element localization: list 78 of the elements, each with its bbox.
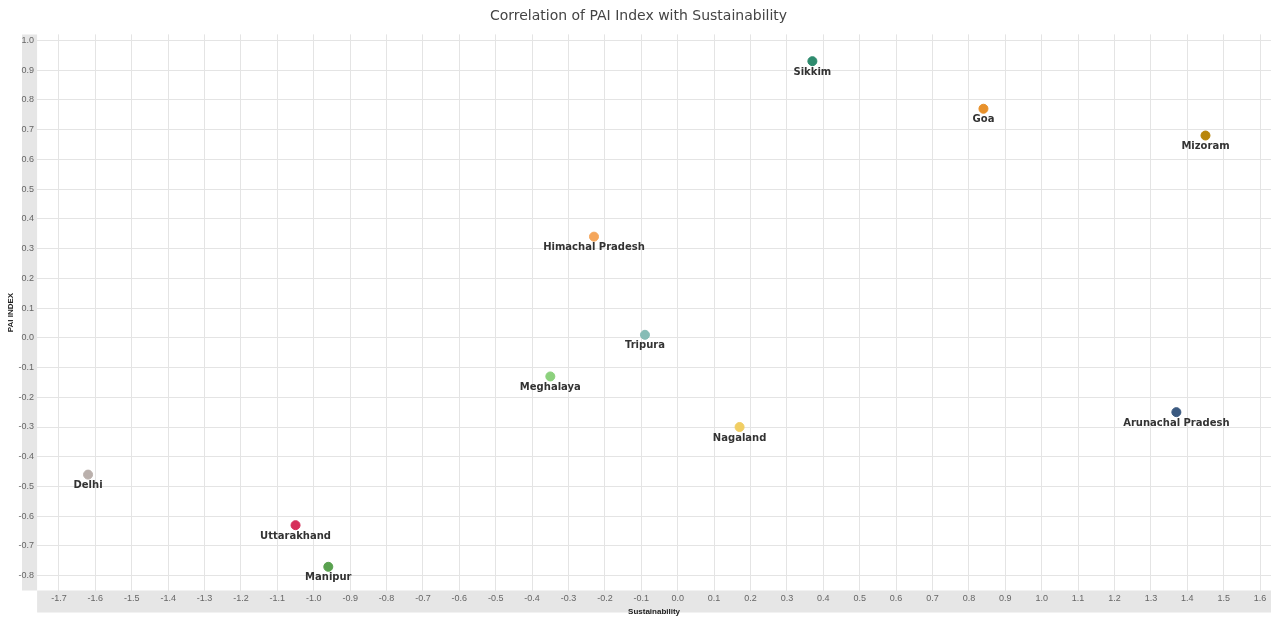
x-tick-label: -0.5 xyxy=(487,593,504,604)
x-tick-label: -0.6 xyxy=(451,593,468,604)
y-tick-label: 0.0 xyxy=(21,332,35,343)
series-label: Himachal Pradesh xyxy=(543,241,645,253)
y-tick-label: -0.8 xyxy=(18,570,35,581)
series-label: Goa xyxy=(972,113,995,125)
y-tick-label: 0.6 xyxy=(21,153,35,164)
series-label: Meghalaya xyxy=(519,381,581,393)
x-tick-label: 0.2 xyxy=(744,593,757,604)
series-label: Manipur xyxy=(305,571,352,583)
x-tick-label: -1.5 xyxy=(123,593,140,604)
point xyxy=(290,520,301,531)
x-tick-label: -0.4 xyxy=(524,593,540,604)
x-tick-label: -1.0 xyxy=(305,593,322,604)
x-tick-label: 1.1 xyxy=(1071,593,1085,604)
series-label: Arunachal Pradesh xyxy=(1123,416,1230,428)
series-label: Delhi xyxy=(73,479,103,491)
series-label: Sikkim xyxy=(793,65,832,77)
y-tick-label: 0.7 xyxy=(21,124,35,135)
x-tick-label: 0.6 xyxy=(889,593,903,604)
x-tick-label: 0.8 xyxy=(962,593,976,604)
point xyxy=(589,231,599,242)
x-tick-label: -1.6 xyxy=(87,593,104,604)
x-tick-label: -1.2 xyxy=(233,593,249,604)
point xyxy=(807,56,818,67)
x-tick-label: 0.3 xyxy=(780,593,794,604)
point xyxy=(545,371,556,382)
point xyxy=(978,103,989,114)
x-tick-label: 1.2 xyxy=(1108,593,1121,604)
y-tick-label: -0.1 xyxy=(18,362,35,373)
x-tick-label: 1.3 xyxy=(1144,593,1158,604)
x-tick-label: -0.8 xyxy=(378,593,395,604)
point xyxy=(1200,130,1211,141)
x-tick-label: -1.4 xyxy=(160,593,176,604)
y-tick-label: 0.5 xyxy=(21,183,35,194)
y-tick-label: -0.6 xyxy=(18,510,35,521)
series-label: Nagaland xyxy=(712,431,767,443)
y-tick-label: 1.0 xyxy=(21,34,35,45)
y-tick-label: -0.3 xyxy=(18,421,35,432)
x-tick-label: -0.2 xyxy=(597,593,613,604)
point xyxy=(734,422,745,433)
series-label: Mizoram xyxy=(1181,140,1230,152)
chart-title: Correlation of PAI Index with Sustainability xyxy=(488,6,789,25)
point xyxy=(323,561,334,572)
x-tick-label: -1.1 xyxy=(269,593,286,604)
x-tick-label: 1.0 xyxy=(1035,593,1048,604)
x-tick-label: 0.9 xyxy=(999,593,1012,604)
y-tick-label: 0.9 xyxy=(21,64,35,75)
x-tick-label: 0.1 xyxy=(707,593,721,604)
x-axis-title: Sustainability xyxy=(628,607,681,617)
x-tick-label: 0.0 xyxy=(671,593,684,604)
y-tick-label: 0.2 xyxy=(21,272,35,283)
point xyxy=(83,469,94,480)
x-tick-label: 1.6 xyxy=(1253,593,1267,604)
y-tick-label: -0.7 xyxy=(18,540,35,551)
y-tick-label: 0.1 xyxy=(21,302,35,313)
x-tick-label: 0.4 xyxy=(817,593,830,604)
y-tick-label: 0.4 xyxy=(21,213,35,224)
x-tick-label: 0.5 xyxy=(853,593,866,604)
y-tick-label: -0.4 xyxy=(18,451,35,462)
y-axis-title: PAI INDEX xyxy=(6,292,15,333)
x-tick-label: -0.3 xyxy=(560,593,577,604)
x-tick-label: -0.1 xyxy=(633,593,650,604)
x-tick-label: -0.9 xyxy=(342,593,358,604)
x-tick-label: 1.5 xyxy=(1217,593,1230,604)
y-tick-label: -0.2 xyxy=(18,391,35,402)
series-label: Uttarakhand xyxy=(260,529,331,541)
point xyxy=(639,329,650,340)
x-tick-label: -0.7 xyxy=(415,593,431,604)
x-tick-label: 1.4 xyxy=(1181,593,1194,604)
series-label: Tripura xyxy=(624,339,665,351)
x-tick-label: 0.7 xyxy=(926,593,939,604)
x-tick-label: -1.3 xyxy=(196,593,213,604)
point xyxy=(1171,407,1182,418)
y-tick-label: -0.5 xyxy=(18,480,35,491)
y-tick-label: 0.3 xyxy=(21,243,35,254)
y-tick-label: 0.8 xyxy=(21,94,35,105)
x-tick-label: -1.7 xyxy=(51,593,67,604)
